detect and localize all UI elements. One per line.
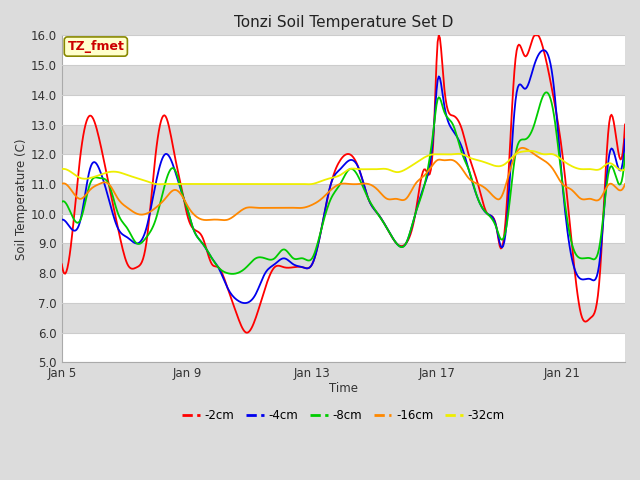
X-axis label: Time: Time: [329, 382, 358, 395]
Bar: [62, 273, 625, 303]
Bar: [62, 95, 625, 124]
Bar: [62, 214, 625, 243]
Legend: -2cm, -4cm, -8cm, -16cm, -32cm: -2cm, -4cm, -8cm, -16cm, -32cm: [177, 404, 509, 427]
Bar: [62, 243, 625, 273]
Title: Tonzi Soil Temperature Set D: Tonzi Soil Temperature Set D: [234, 15, 453, 30]
Bar: [62, 184, 625, 214]
Bar: [62, 154, 625, 184]
Y-axis label: Soil Temperature (C): Soil Temperature (C): [15, 138, 28, 260]
Bar: [62, 124, 625, 154]
Bar: [62, 36, 625, 65]
Bar: [62, 65, 625, 95]
Text: TZ_fmet: TZ_fmet: [67, 40, 124, 53]
Bar: [62, 303, 625, 333]
Bar: [62, 333, 625, 362]
